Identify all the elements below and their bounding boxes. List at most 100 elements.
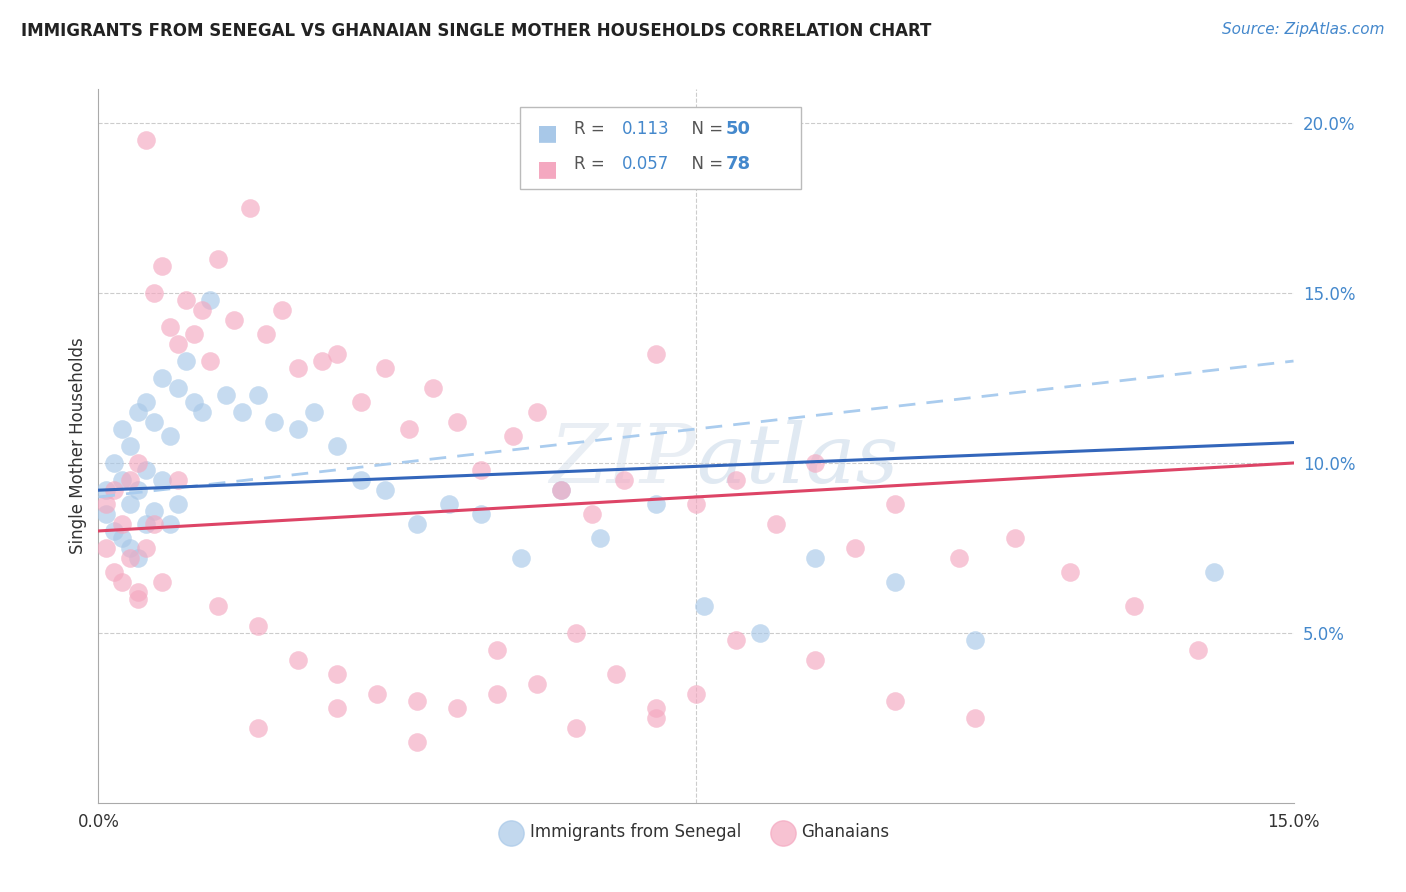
Text: R =: R =: [574, 155, 614, 173]
Point: [111, 531, 134, 545]
Point: [884, 574, 907, 589]
Point: [135, 394, 157, 409]
Point: [645, 700, 668, 714]
Text: 78: 78: [725, 155, 751, 173]
Point: [120, 473, 142, 487]
Point: [111, 517, 134, 532]
Point: [326, 666, 349, 681]
Point: [127, 585, 149, 599]
Point: [127, 483, 149, 498]
Point: [565, 626, 588, 640]
Point: [581, 507, 603, 521]
Point: [120, 439, 142, 453]
Point: [263, 415, 285, 429]
Point: [159, 320, 181, 334]
Point: [174, 293, 197, 307]
Point: [111, 473, 134, 487]
Text: 50: 50: [725, 120, 751, 137]
Text: ■: ■: [537, 123, 558, 143]
Point: [374, 483, 396, 498]
Point: [605, 666, 627, 681]
Point: [550, 483, 572, 498]
Point: [111, 574, 134, 589]
Point: [406, 517, 429, 532]
Point: [485, 687, 508, 701]
Point: [844, 541, 866, 555]
Point: [948, 551, 970, 566]
Point: [326, 439, 349, 453]
Point: [884, 694, 907, 708]
Point: [96, 541, 118, 555]
Point: [96, 497, 118, 511]
Point: [167, 473, 190, 487]
Point: [127, 456, 149, 470]
Point: [287, 360, 309, 375]
Point: [302, 405, 325, 419]
Point: [167, 337, 190, 351]
Point: [198, 354, 221, 368]
Point: [96, 507, 118, 521]
Point: [215, 388, 238, 402]
Point: [398, 422, 420, 436]
Point: [135, 541, 157, 555]
Point: [150, 473, 173, 487]
Point: [120, 551, 142, 566]
Point: [765, 517, 787, 532]
Point: [589, 531, 612, 545]
Text: IMMIGRANTS FROM SENEGAL VS GHANAIAN SINGLE MOTHER HOUSEHOLDS CORRELATION CHART: IMMIGRANTS FROM SENEGAL VS GHANAIAN SING…: [21, 22, 931, 40]
Point: [231, 405, 253, 419]
Point: [246, 619, 269, 633]
Point: [470, 463, 492, 477]
Point: [311, 354, 333, 368]
Point: [103, 456, 125, 470]
Text: N =: N =: [681, 120, 728, 137]
Point: [207, 252, 229, 266]
Point: [150, 574, 173, 589]
Point: [1004, 531, 1026, 545]
Point: [103, 524, 125, 538]
Point: [143, 503, 166, 517]
Point: [135, 133, 157, 147]
Point: [422, 381, 444, 395]
Point: [159, 517, 181, 532]
Point: [374, 360, 396, 375]
Point: [326, 700, 349, 714]
Text: 0.057: 0.057: [621, 155, 669, 173]
Point: [191, 405, 214, 419]
Point: [120, 497, 142, 511]
Point: [645, 497, 668, 511]
Point: [150, 259, 173, 273]
Point: [1123, 599, 1146, 613]
Point: [470, 507, 492, 521]
Point: [103, 483, 125, 498]
Point: [804, 653, 827, 667]
Point: [550, 483, 572, 498]
Point: [143, 517, 166, 532]
Text: atlas: atlas: [696, 420, 898, 500]
Text: Source: ZipAtlas.com: Source: ZipAtlas.com: [1222, 22, 1385, 37]
Point: [270, 303, 292, 318]
Point: [287, 422, 309, 436]
Point: [446, 700, 468, 714]
Point: [167, 497, 190, 511]
Point: [254, 326, 277, 341]
Point: [103, 565, 125, 579]
Point: [645, 347, 668, 361]
Point: [246, 388, 269, 402]
Point: [502, 429, 524, 443]
Point: [183, 394, 205, 409]
Point: [350, 473, 373, 487]
Point: [167, 381, 190, 395]
Point: [150, 371, 173, 385]
Point: [135, 517, 157, 532]
Point: [645, 711, 668, 725]
Point: [406, 694, 429, 708]
Point: [127, 551, 149, 566]
Point: [174, 354, 197, 368]
Point: [446, 415, 468, 429]
Point: [246, 721, 269, 735]
Point: [350, 394, 373, 409]
Y-axis label: Single Mother Households: Single Mother Households: [69, 338, 87, 554]
Point: [724, 473, 747, 487]
Point: [111, 422, 134, 436]
